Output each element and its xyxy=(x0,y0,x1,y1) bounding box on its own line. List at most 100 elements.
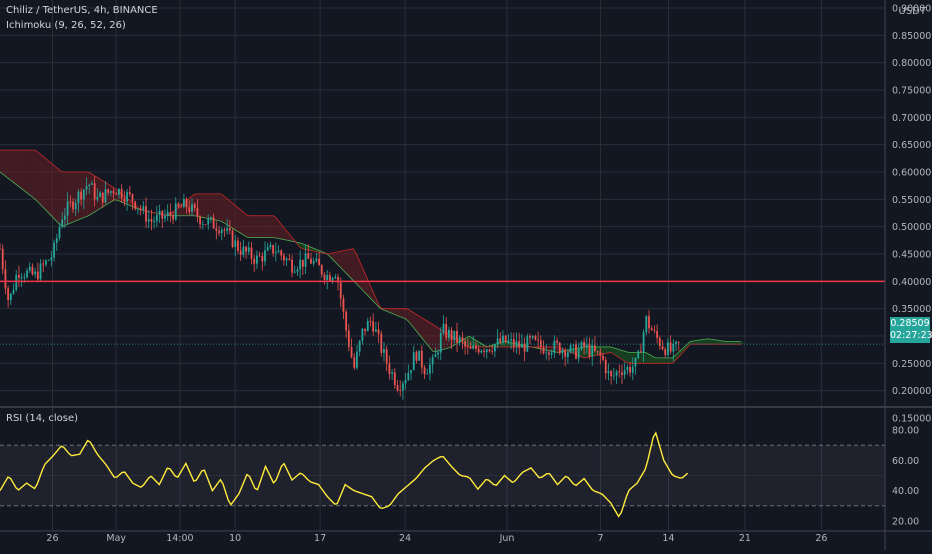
candle-body xyxy=(410,370,412,373)
candle-body xyxy=(169,212,172,216)
cloud-segment xyxy=(661,357,666,364)
candle-body xyxy=(188,207,191,213)
cloud-segment xyxy=(28,150,32,197)
candle-body xyxy=(634,357,637,367)
cloud-segment xyxy=(414,313,418,333)
candle-body xyxy=(653,330,656,332)
candle-body xyxy=(664,349,667,356)
currency-text: USDT xyxy=(898,6,926,17)
currency-label[interactable]: USDT xyxy=(899,6,926,17)
price-tick-label: 0.25000 xyxy=(892,359,931,370)
candle-body xyxy=(612,375,615,377)
rsi-label[interactable]: RSI (14, close) xyxy=(6,413,79,424)
candle-body xyxy=(272,245,275,254)
candle-body xyxy=(469,347,472,349)
cloud-segment xyxy=(24,150,29,194)
cloud-segment xyxy=(233,204,238,232)
price-tick-label: 0.35000 xyxy=(892,304,931,315)
candle-body xyxy=(548,352,550,355)
candle-body xyxy=(239,250,242,255)
candle-body xyxy=(164,215,166,219)
cloud-segment xyxy=(0,150,4,175)
candle-body xyxy=(585,344,588,347)
cloud-segment xyxy=(21,150,25,192)
cloud-segment xyxy=(555,346,560,353)
candle-body xyxy=(453,330,456,340)
candle-body xyxy=(399,390,402,391)
candle-body xyxy=(210,217,212,219)
cloud-segment xyxy=(697,339,701,345)
candle-body xyxy=(437,352,439,355)
indicator-legend[interactable]: Ichimoku (9, 26, 52, 26) xyxy=(6,20,126,31)
candle-body xyxy=(572,344,575,346)
candle-body xyxy=(231,230,234,247)
cloud-segment xyxy=(329,252,333,260)
cloud-segment xyxy=(704,338,708,345)
candle-body xyxy=(118,188,120,195)
candle-body xyxy=(223,229,226,231)
candle-body xyxy=(329,275,331,281)
candle-body xyxy=(556,340,558,343)
cloud-segment xyxy=(276,217,280,239)
symbol-legend[interactable]: Chiliz / TetherUS, 4h, BINANCE xyxy=(6,5,158,16)
candle-body xyxy=(23,277,26,279)
cloud-segment xyxy=(212,193,216,221)
candle-body xyxy=(499,338,502,343)
candle-body xyxy=(18,274,20,278)
candle-body xyxy=(253,258,256,264)
rsi-legend[interactable]: RSI (14, close) xyxy=(6,413,78,424)
candle-body xyxy=(396,385,399,391)
candle-body xyxy=(218,230,220,234)
candle-body xyxy=(404,380,407,384)
cloud-segment xyxy=(718,340,723,345)
cloud-segment xyxy=(644,352,648,364)
candle-body xyxy=(531,336,534,338)
candle-body xyxy=(288,258,291,260)
candle-body xyxy=(412,352,415,371)
ichimoku-label[interactable]: Ichimoku (9, 26, 52, 26) xyxy=(6,20,126,31)
candle-body xyxy=(631,366,634,373)
price-tick-label: 0.70000 xyxy=(892,113,931,124)
candle-body xyxy=(496,338,499,345)
senkou-span-a xyxy=(0,171,741,359)
candle-body xyxy=(645,316,648,333)
candle-body xyxy=(607,371,610,374)
time-tick-label: May xyxy=(106,533,126,544)
cloud-segment xyxy=(42,155,47,211)
candle-body xyxy=(301,259,304,267)
candle-body xyxy=(326,275,329,280)
time-tick-label: 26 xyxy=(815,533,827,544)
rsi-tick-label: 40.00 xyxy=(892,486,919,497)
time-tick-label: 26 xyxy=(46,533,58,544)
candle-body xyxy=(334,276,337,279)
candle-body xyxy=(591,345,594,357)
candle-body xyxy=(155,214,158,222)
bar-countdown: 02:27:23 xyxy=(890,330,932,341)
cloud-segment xyxy=(219,193,224,223)
time-tick-label: Jun xyxy=(499,533,515,544)
candle-body xyxy=(356,351,358,368)
candle-body xyxy=(566,352,569,357)
cloud-segment xyxy=(715,339,719,345)
candle-body xyxy=(61,219,64,228)
cloud-segment xyxy=(208,193,213,220)
cloud-segment xyxy=(254,215,259,238)
rsi-tick-label: 20.00 xyxy=(892,517,919,528)
candle-body xyxy=(212,217,215,229)
cloud-segment xyxy=(669,357,673,364)
candle-body xyxy=(472,345,475,349)
ichimoku-cloud xyxy=(0,149,744,364)
cloud-segment xyxy=(421,317,425,342)
candle-body xyxy=(131,194,134,202)
symbol-title[interactable]: Chiliz / TetherUS, 4h, BINANCE xyxy=(6,5,158,16)
candle-body xyxy=(648,316,650,329)
cloud-segment xyxy=(658,357,662,364)
candle-body xyxy=(39,263,42,280)
cloud-segment xyxy=(17,150,22,189)
time-tick-label: 10 xyxy=(229,533,241,544)
cloud-segment xyxy=(615,348,620,358)
candle-body xyxy=(147,219,150,222)
candle-body xyxy=(72,201,74,210)
